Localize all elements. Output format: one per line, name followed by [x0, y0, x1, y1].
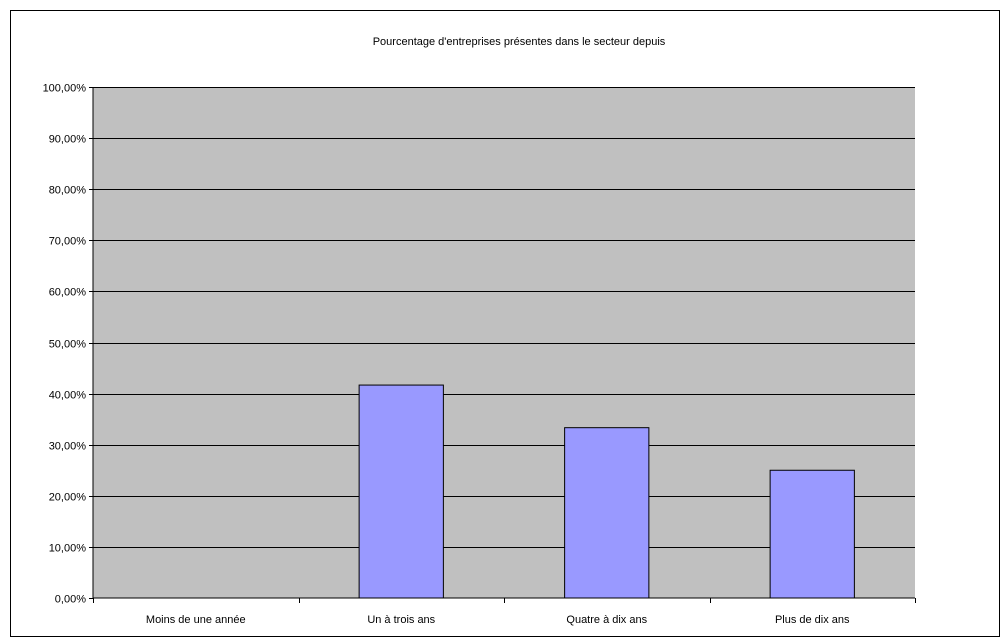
x-tick-label: Plus de dix ans — [775, 614, 850, 626]
x-axis-ticks: Moins de une année Un à trois ans Quatre à… — [93, 598, 916, 626]
bar — [358, 384, 444, 599]
y-tick-label: 50,00% — [49, 339, 87, 351]
bars — [358, 384, 855, 599]
x-tick-label: Un à trois ans — [367, 614, 435, 626]
y-tick-label: 30,00% — [49, 441, 87, 453]
y-tick-label: 100,00% — [43, 83, 87, 95]
y-tick-label: 10,00% — [49, 543, 87, 555]
y-tick-label: 60,00% — [49, 287, 87, 299]
chart-title: Pourcentage d'entreprises présentes dans… — [373, 36, 666, 48]
y-tick-label: 70,00% — [49, 236, 87, 248]
y-tick-label: 40,00% — [49, 390, 87, 402]
x-tick-label: Quatre à dix ans — [566, 614, 647, 626]
y-tick-label: 80,00% — [49, 185, 87, 197]
y-axis-ticks: 0,00% 10,00% 20,00% 30,00% 40,00% 50,00% 60,00… — [43, 83, 93, 606]
y-tick-label: 20,00% — [49, 492, 87, 504]
y-tick-label: 0,00% — [55, 594, 86, 606]
bar — [564, 427, 650, 599]
bar — [769, 469, 855, 599]
gridlines — [93, 87, 915, 548]
y-tick-label: 90,00% — [49, 134, 87, 146]
x-tick-label: Moins de une année — [146, 614, 246, 626]
